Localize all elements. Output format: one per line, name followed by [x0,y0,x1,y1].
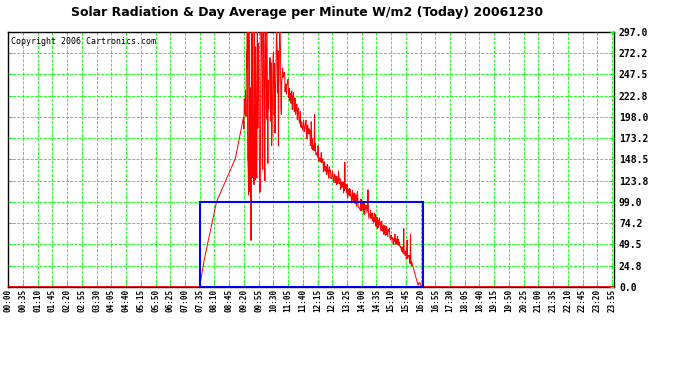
Text: 10:30: 10:30 [269,289,278,312]
Text: 04:05: 04:05 [107,289,116,312]
Text: 21:35: 21:35 [549,289,558,312]
Text: 16:20: 16:20 [416,289,425,312]
Text: 23:20: 23:20 [593,289,602,312]
Text: 13:25: 13:25 [342,289,351,312]
Text: 22:10: 22:10 [563,289,572,312]
Text: 14:35: 14:35 [372,289,381,312]
Text: 09:55: 09:55 [254,289,263,312]
Text: 00:00: 00:00 [3,289,13,312]
Text: 15:10: 15:10 [386,289,395,312]
Text: 02:20: 02:20 [63,289,72,312]
Text: 07:00: 07:00 [181,289,190,312]
Text: 05:15: 05:15 [137,289,146,312]
Text: 15:45: 15:45 [402,289,411,312]
Text: 03:30: 03:30 [92,289,101,312]
Text: 11:40: 11:40 [298,289,307,312]
Text: 08:10: 08:10 [210,289,219,312]
Text: 04:40: 04:40 [121,289,130,312]
Text: 22:45: 22:45 [578,289,587,312]
Text: 06:25: 06:25 [166,289,175,312]
Text: 20:25: 20:25 [519,289,528,312]
Text: Copyright 2006 Cartronics.com: Copyright 2006 Cartronics.com [11,37,157,46]
Text: 12:50: 12:50 [328,289,337,312]
Text: 19:15: 19:15 [490,289,499,312]
Text: 21:00: 21:00 [534,289,543,312]
Text: 01:45: 01:45 [48,289,57,312]
Text: 08:45: 08:45 [225,289,234,312]
Bar [199,202,423,287]
Text: 09:20: 09:20 [239,289,248,312]
Text: 23:55: 23:55 [607,289,616,312]
Text: 18:40: 18:40 [475,289,484,312]
Text: 02:55: 02:55 [77,289,86,312]
Text: 05:50: 05:50 [151,289,160,312]
Text: 16:55: 16:55 [431,289,440,312]
Text: 00:35: 00:35 [19,289,28,312]
Text: 19:50: 19:50 [504,289,513,312]
Text: Solar Radiation & Day Average per Minute W/m2 (Today) 20061230: Solar Radiation & Day Average per Minute… [71,6,543,19]
Text: 01:10: 01:10 [33,289,42,312]
Text: 12:15: 12:15 [313,289,322,312]
Text: 11:05: 11:05 [284,289,293,312]
Text: 14:00: 14:00 [357,289,366,312]
Text: 07:35: 07:35 [195,289,204,312]
Text: 18:05: 18:05 [460,289,469,312]
Text: 17:30: 17:30 [446,289,455,312]
